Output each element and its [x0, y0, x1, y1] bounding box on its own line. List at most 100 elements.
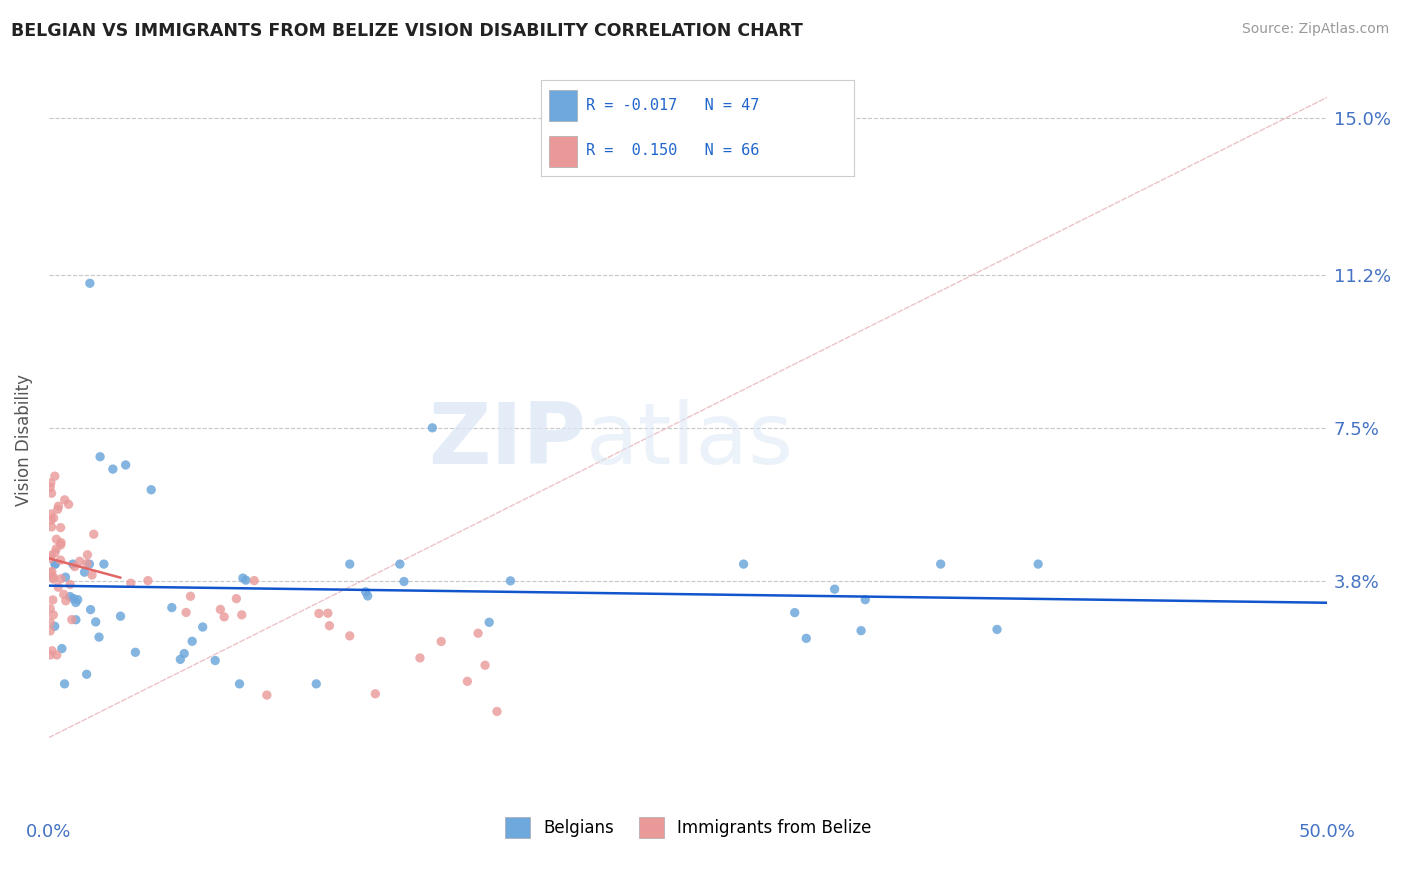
Text: Source: ZipAtlas.com: Source: ZipAtlas.com [1241, 22, 1389, 37]
Point [120, 576, 142, 591]
Point [39, 475, 62, 490]
Point [422, 421, 444, 435]
Point [339, 629, 361, 643]
Point [42, 607, 65, 622]
Point [46, 502, 69, 516]
Point [60, 613, 83, 627]
Point [124, 645, 146, 659]
Point [83, 527, 105, 541]
Point [62, 591, 84, 606]
Point [41, 520, 63, 534]
Point [58, 497, 80, 511]
Point [316, 606, 339, 620]
Point [929, 557, 952, 571]
Point [141, 483, 163, 497]
Point [305, 677, 328, 691]
Point [44, 546, 66, 560]
Point [63, 559, 86, 574]
Point [76, 548, 98, 562]
Point [232, 571, 254, 585]
Point [48, 499, 70, 513]
Point [179, 589, 201, 603]
Point [65, 613, 87, 627]
Point [733, 557, 755, 571]
Point [41, 644, 63, 658]
Point [986, 623, 1008, 637]
Point [235, 573, 257, 587]
Point [79, 557, 101, 571]
Point [39, 648, 62, 662]
Point [388, 557, 411, 571]
Point [169, 652, 191, 666]
Point [52, 587, 75, 601]
Point [160, 600, 183, 615]
Point [478, 615, 501, 630]
Point [45, 533, 67, 547]
Point [409, 651, 432, 665]
Point [485, 705, 508, 719]
Point [794, 632, 817, 646]
Point [42, 593, 65, 607]
Text: ZIP: ZIP [427, 399, 586, 482]
Point [181, 634, 204, 648]
Point [55, 594, 77, 608]
Point [62, 557, 84, 571]
Point [41, 486, 63, 500]
Point [174, 606, 197, 620]
Point [39, 513, 62, 527]
Point [364, 687, 387, 701]
Point [136, 574, 159, 588]
Point [256, 688, 278, 702]
Point [80, 568, 103, 582]
Point [42, 570, 65, 584]
Point [354, 584, 377, 599]
Point [212, 610, 235, 624]
Point [849, 624, 872, 638]
Point [59, 577, 82, 591]
Point [41, 565, 63, 579]
Point [243, 574, 266, 588]
Point [93, 557, 115, 571]
Point [53, 492, 76, 507]
Point [45, 648, 67, 662]
Point [318, 618, 340, 632]
Point [783, 606, 806, 620]
Point [1026, 557, 1049, 571]
Point [114, 458, 136, 472]
Point [39, 566, 62, 580]
Y-axis label: Vision Disability: Vision Disability [15, 375, 32, 506]
Text: BELGIAN VS IMMIGRANTS FROM BELIZE VISION DISABILITY CORRELATION CHART: BELGIAN VS IMMIGRANTS FROM BELIZE VISION… [11, 22, 803, 40]
Point [46, 580, 69, 594]
Point [225, 591, 247, 606]
Point [853, 592, 876, 607]
Point [456, 674, 478, 689]
Point [101, 462, 124, 476]
Point [44, 557, 66, 571]
Point [44, 469, 66, 483]
Point [308, 607, 330, 621]
Point [39, 507, 62, 521]
Point [474, 658, 496, 673]
Point [76, 557, 98, 571]
Point [339, 557, 361, 571]
Point [231, 607, 253, 622]
Point [79, 602, 101, 616]
Point [42, 572, 65, 586]
Point [65, 595, 87, 609]
Point [110, 609, 132, 624]
Point [228, 677, 250, 691]
Point [41, 549, 63, 563]
Point [84, 615, 107, 629]
Point [39, 615, 62, 630]
Point [39, 551, 62, 566]
Point [430, 634, 453, 648]
Point [89, 450, 111, 464]
Point [39, 480, 62, 494]
Legend: Belgians, Immigrants from Belize: Belgians, Immigrants from Belize [498, 811, 877, 845]
Point [59, 590, 82, 604]
Point [49, 538, 72, 552]
Point [76, 667, 98, 681]
Point [44, 557, 66, 571]
Point [49, 572, 72, 586]
Point [191, 620, 214, 634]
